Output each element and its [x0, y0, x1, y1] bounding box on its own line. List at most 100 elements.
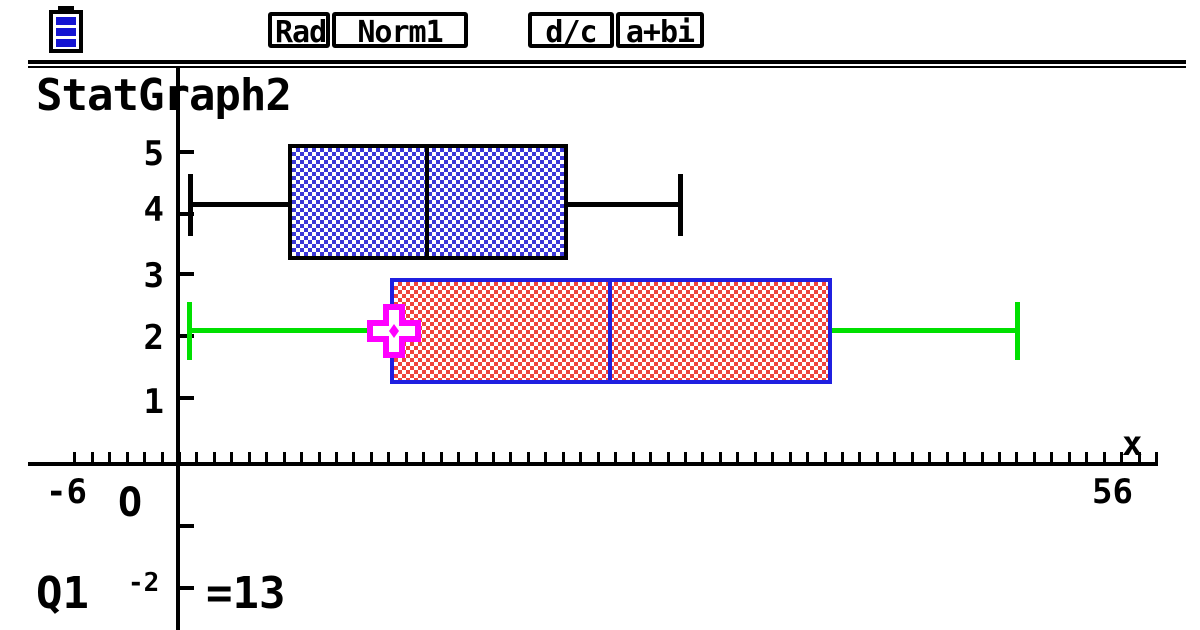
x-axis-tick	[248, 452, 251, 462]
y-axis-tick	[180, 150, 194, 154]
whisker-line-left-series-1	[188, 202, 292, 207]
y-tick-label-1: 1	[143, 382, 164, 422]
x-axis-tick	[265, 452, 268, 462]
stat-readout-value: =13	[206, 568, 286, 619]
y-axis	[176, 66, 180, 630]
x-axis-tick	[73, 452, 76, 462]
stat-readout-label: Q1	[36, 568, 89, 619]
y-tick-label-5: 5	[143, 134, 164, 174]
y-axis-tick	[180, 396, 194, 400]
x-axis-tick	[283, 452, 286, 462]
y-axis-tick	[180, 524, 194, 528]
y-tick-label-4: 4	[143, 190, 164, 230]
x-axis-tick	[195, 452, 198, 462]
whisker-cap-max-series-1	[678, 174, 683, 236]
x-axis	[28, 462, 1158, 466]
x-axis-tick	[667, 452, 670, 462]
x-axis-tick	[597, 452, 600, 462]
x-axis-tick	[108, 452, 111, 462]
x-axis-tick	[806, 452, 809, 462]
x-axis-tick	[701, 452, 704, 462]
x-axis-tick	[143, 452, 146, 462]
status-indicator-fraction-mode: d/c	[528, 12, 614, 50]
x-axis-tick	[562, 452, 565, 462]
x-axis-tick	[544, 452, 547, 462]
x-axis-tick	[230, 452, 233, 462]
status-bar: Rad Norm1 d/c a+bi	[0, 0, 1200, 68]
trace-cursor-icon[interactable]	[363, 300, 425, 362]
x-axis-tick	[213, 452, 216, 462]
x-axis-tick	[492, 452, 495, 462]
x-axis-tick	[649, 452, 652, 462]
y-axis-tick	[180, 586, 194, 590]
x-axis-tick	[1103, 452, 1106, 462]
whisker-line-left-series-2	[187, 328, 397, 333]
x-axis-tick	[178, 452, 181, 462]
x-axis-tick	[736, 452, 739, 462]
x-axis-tick	[998, 452, 1001, 462]
y-axis-tick	[180, 462, 194, 466]
x-axis-tick	[161, 452, 164, 462]
x-axis-tick	[614, 452, 617, 462]
x-axis-tick	[370, 452, 373, 462]
x-axis-tick	[789, 452, 792, 462]
x-axis-tick	[719, 452, 722, 462]
x-axis-tick	[457, 452, 460, 462]
x-axis-tick	[475, 452, 478, 462]
x-axis-tick	[771, 452, 774, 462]
whisker-cap-min-series-2	[187, 302, 192, 360]
x-axis-tick	[1050, 452, 1053, 462]
x-axis-tick	[684, 452, 687, 462]
x-axis-tick	[632, 452, 635, 462]
x-axis-tick	[126, 452, 129, 462]
battery-icon	[49, 6, 83, 53]
x-axis-tick	[387, 452, 390, 462]
x-axis-tick	[1120, 452, 1123, 462]
status-bar-divider-two	[28, 66, 1186, 68]
median-line-series-2	[608, 280, 612, 382]
x-axis-tick	[405, 452, 408, 462]
x-axis-tick	[335, 452, 338, 462]
x-axis-tick	[352, 452, 355, 462]
graph-title: StatGraph2	[36, 70, 292, 121]
y-axis-tick	[180, 212, 194, 216]
x-axis-tick	[579, 452, 582, 462]
x-axis-tick	[300, 452, 303, 462]
x-axis-tick	[422, 452, 425, 462]
x-axis-tick	[841, 452, 844, 462]
x-axis-tick	[318, 452, 321, 462]
x-axis-tick	[754, 452, 757, 462]
y-tick-label-2: 2	[143, 318, 164, 358]
x-axis-tick	[946, 452, 949, 462]
status-bar-divider	[28, 60, 1186, 64]
x-axis-tick	[1155, 452, 1158, 462]
median-line-series-1	[425, 146, 429, 258]
x-axis-tick	[1033, 452, 1036, 462]
whisker-cap-max-series-2	[1015, 302, 1020, 360]
y-axis-tick	[180, 272, 194, 276]
x-axis-tick	[1085, 452, 1088, 462]
x-axis-tick	[1015, 452, 1018, 462]
y-tick-label-3: 3	[143, 256, 164, 296]
x-axis-tick	[858, 452, 861, 462]
x-axis-tick	[911, 452, 914, 462]
x-axis-tick	[509, 452, 512, 462]
status-indicator-display-mode: Norm1	[332, 12, 468, 50]
whisker-cap-min-series-1	[188, 174, 193, 236]
x-axis-tick	[91, 452, 94, 462]
status-indicator-complex-mode: a+bi	[616, 12, 704, 50]
whisker-line-right-series-1	[563, 202, 683, 207]
origin-label: O	[118, 480, 143, 526]
x-min-label: -6	[46, 472, 87, 512]
x-axis-tick	[1068, 452, 1071, 462]
x-axis-tick	[876, 452, 879, 462]
x-axis-tick	[824, 452, 827, 462]
x-axis-name: x	[1122, 424, 1143, 464]
y-tick-label-negative-2: -2	[128, 568, 160, 598]
status-indicator-angle-mode: Rad	[268, 12, 330, 50]
x-axis-tick	[440, 452, 443, 462]
x-axis-tick	[893, 452, 896, 462]
x-axis-tick	[963, 452, 966, 462]
x-axis-tick	[928, 452, 931, 462]
